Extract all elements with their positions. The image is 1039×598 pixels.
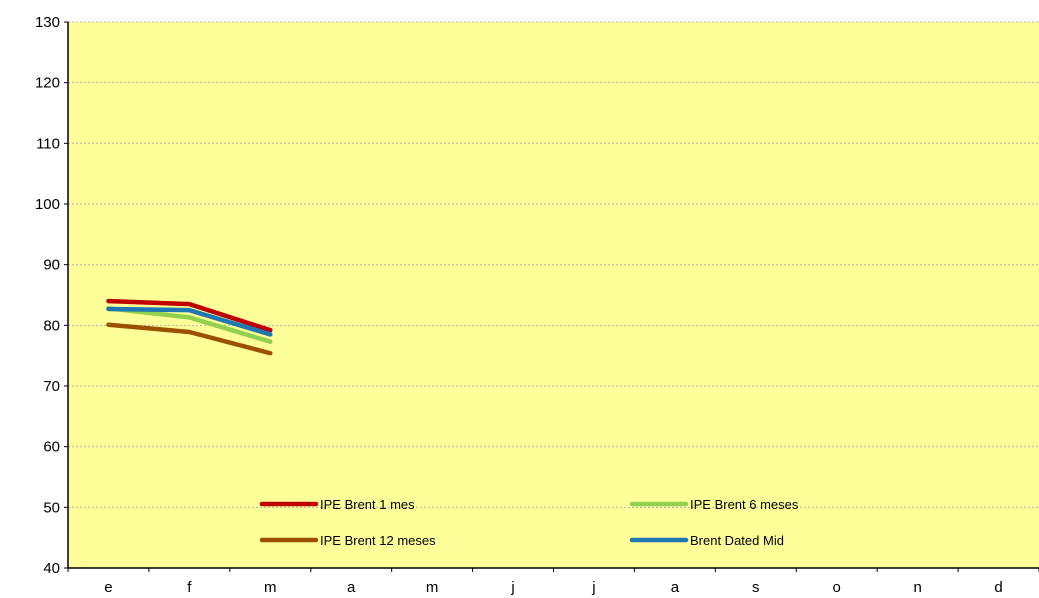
series-lines	[106, 298, 273, 356]
x-tick-label: s	[752, 579, 760, 596]
x-tick-label: n	[913, 579, 921, 596]
x-tick-label: m	[426, 579, 439, 596]
y-tick-label: 100	[35, 196, 60, 213]
y-tick-label: 40	[43, 560, 60, 577]
x-tick-label: j	[591, 579, 595, 596]
y-tick-label: 60	[43, 439, 60, 456]
y-tick-label: 130	[35, 14, 60, 31]
plot-area	[68, 22, 1039, 568]
x-tick-label: m	[264, 579, 277, 596]
y-tick-label: 80	[43, 317, 60, 334]
x-tick-label: j	[510, 579, 514, 596]
y-axis-ticks: 40 50 60 70 80 90 100 110 120 130	[35, 14, 68, 577]
y-tick-label: 120	[35, 75, 60, 92]
x-tick-label: f	[187, 579, 192, 596]
legend-label: IPE Brent 6 meses	[690, 497, 799, 512]
series-line-4	[106, 306, 273, 337]
y-tick-label: 110	[36, 135, 60, 152]
x-tick-label: e	[104, 579, 112, 596]
x-tick-label: o	[833, 579, 841, 596]
y-tick-label: 90	[43, 257, 60, 274]
x-tick-label: a	[347, 579, 356, 596]
y-tick-label: 50	[43, 499, 60, 516]
legend-label: IPE Brent 12 meses	[320, 533, 436, 548]
legend: IPE Brent 1 mes IPE Brent 6 meses IPE Bren…	[259, 497, 799, 548]
x-tick-label: d	[994, 579, 1002, 596]
gridlines	[68, 21, 1039, 508]
series-line-1	[106, 298, 273, 333]
legend-label: IPE Brent 1 mes	[320, 497, 415, 512]
y-tick-label: 70	[43, 378, 60, 395]
x-tick-label: a	[671, 579, 680, 596]
series-line-3	[106, 322, 273, 356]
legend-label: Brent Dated Mid	[690, 533, 784, 548]
